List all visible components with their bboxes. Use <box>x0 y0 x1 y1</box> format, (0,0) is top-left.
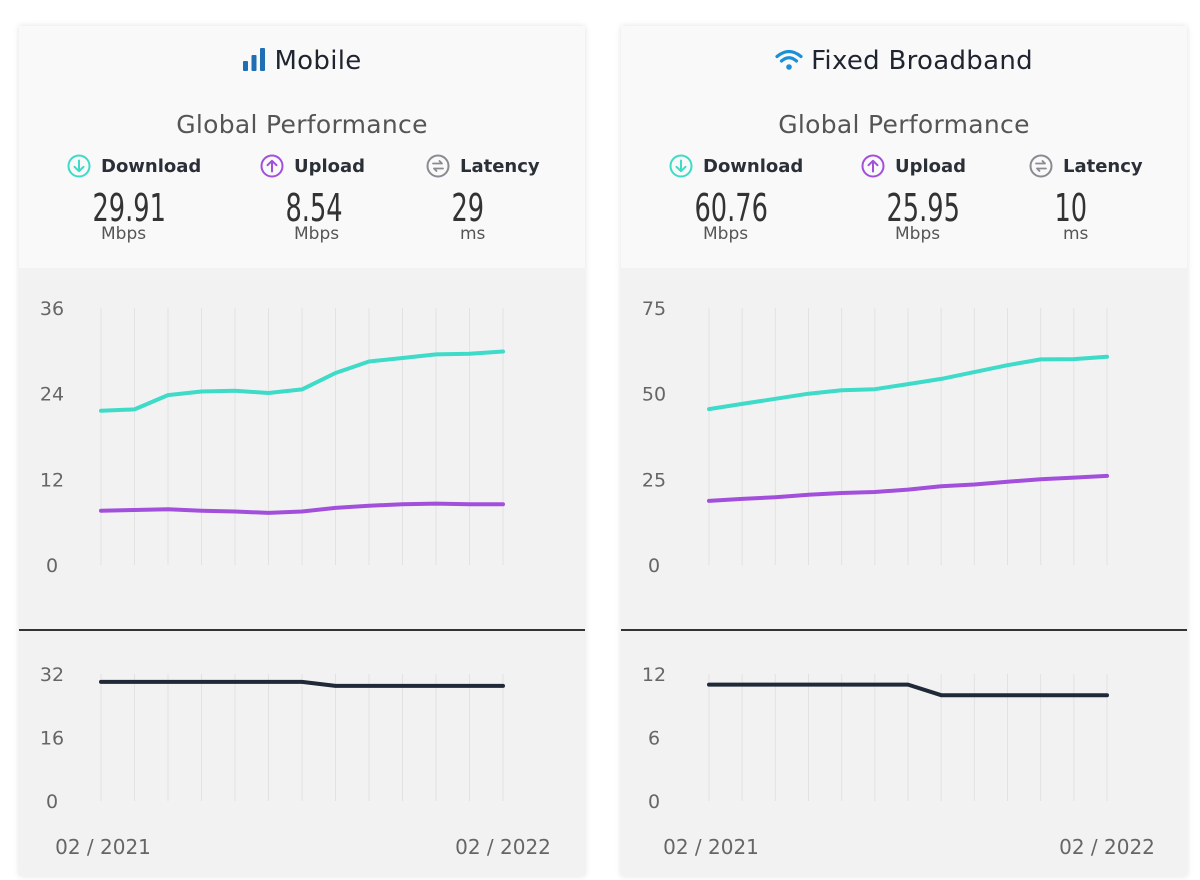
series-line-download <box>707 354 1109 412</box>
metric-label: Latency <box>460 155 540 177</box>
metric-label: Upload <box>294 155 366 177</box>
series-line-upload <box>707 473 1109 503</box>
fixed-header: Fixed Broadband Global Performance Downl… <box>621 26 1187 268</box>
upload-metric: Upload 8.54 Mbps <box>260 152 430 244</box>
metric-label: Latency <box>1063 155 1143 177</box>
mobile-latency-chart: 0 16 32 02 / 2021 02 / 2022 <box>40 664 551 859</box>
panel-title: Fixed Broadband <box>621 46 1187 76</box>
series-line-latency <box>99 679 505 688</box>
y-tick-label: 16 <box>40 728 64 750</box>
panel-title: Mobile <box>19 46 585 76</box>
metric-value: 25.95 <box>886 186 960 230</box>
fixed-broadband-panel: Fixed Broadband Global Performance Downl… <box>621 26 1187 876</box>
metric-unit: Mbps <box>294 224 340 244</box>
section-title: Global Performance <box>176 110 428 139</box>
y-tick-label: 12 <box>642 664 666 686</box>
y-tick-label: 0 <box>46 555 58 577</box>
latency-icon <box>1029 154 1053 178</box>
mobile-panel: Mobile Global Performance Download 29.91… <box>19 26 585 876</box>
metric-value: 29.91 <box>92 186 166 230</box>
metric-value: 8.54 <box>285 186 343 230</box>
mobile-header: Mobile Global Performance Download 29.91… <box>19 26 585 268</box>
upload-arrow-icon <box>861 154 885 178</box>
download-arrow-icon <box>67 154 91 178</box>
y-tick-label: 0 <box>648 791 660 813</box>
metric-unit: Mbps <box>101 224 147 244</box>
latency-metric: Latency 10 ms <box>1029 152 1199 244</box>
metric-unit: Mbps <box>895 224 941 244</box>
y-tick-label: 12 <box>40 469 64 491</box>
series-line-latency <box>707 682 1109 698</box>
latency-chart-area: 0 16 32 02 / 2021 02 / 2022 <box>19 631 585 876</box>
metric-unit: ms <box>460 224 486 244</box>
signal-bars-icon <box>243 48 266 71</box>
speed-chart-area: 0 25 50 75 <box>621 268 1187 630</box>
series-line-download <box>99 349 505 413</box>
y-tick-label: 50 <box>642 384 666 406</box>
metric-value: 60.76 <box>694 186 768 230</box>
latency-icon <box>426 154 450 178</box>
x-tick-label: 02 / 2021 <box>55 835 151 859</box>
x-tick-label: 02 / 2022 <box>1059 835 1155 859</box>
x-tick-label: 02 / 2022 <box>455 835 551 859</box>
panel-title-text: Fixed Broadband <box>811 46 1033 76</box>
metric-label: Download <box>101 155 202 177</box>
metric-value: 29 <box>451 186 485 230</box>
chart-divider <box>19 629 585 631</box>
y-tick-label: 75 <box>642 298 666 320</box>
download-metric: Download 60.76 Mbps <box>669 152 839 244</box>
metric-label: Upload <box>895 155 967 177</box>
chart-divider <box>621 629 1187 631</box>
y-tick-label: 32 <box>40 664 64 686</box>
y-tick-label: 0 <box>648 555 660 577</box>
y-tick-label: 36 <box>40 298 64 320</box>
latency-metric: Latency 29 ms <box>426 152 596 244</box>
fixed-speed-chart: 0 25 50 75 <box>642 298 1109 577</box>
metric-label: Download <box>703 155 804 177</box>
fixed-latency-chart: 0 6 12 02 / 2021 02 / 2022 <box>642 664 1155 859</box>
wifi-icon <box>775 49 803 70</box>
upload-metric: Upload 25.95 Mbps <box>861 152 1031 244</box>
download-arrow-icon <box>669 154 693 178</box>
panel-title-text: Mobile <box>274 46 362 76</box>
y-tick-label: 6 <box>648 728 660 750</box>
y-tick-label: 24 <box>40 384 64 406</box>
y-tick-label: 0 <box>46 791 58 813</box>
metric-unit: Mbps <box>703 224 749 244</box>
speed-chart-area: 0 12 24 36 <box>19 268 585 630</box>
x-tick-label: 02 / 2021 <box>663 835 759 859</box>
upload-arrow-icon <box>260 154 284 178</box>
metric-unit: ms <box>1063 224 1089 244</box>
download-metric: Download 29.91 Mbps <box>67 152 237 244</box>
latency-chart-area: 0 6 12 02 / 2021 02 / 2022 <box>621 631 1187 876</box>
mobile-speed-chart: 0 12 24 36 <box>40 298 505 577</box>
metric-value: 10 <box>1054 186 1088 230</box>
series-line-upload <box>99 501 505 515</box>
y-tick-label: 25 <box>642 469 666 491</box>
section-title: Global Performance <box>778 110 1030 139</box>
